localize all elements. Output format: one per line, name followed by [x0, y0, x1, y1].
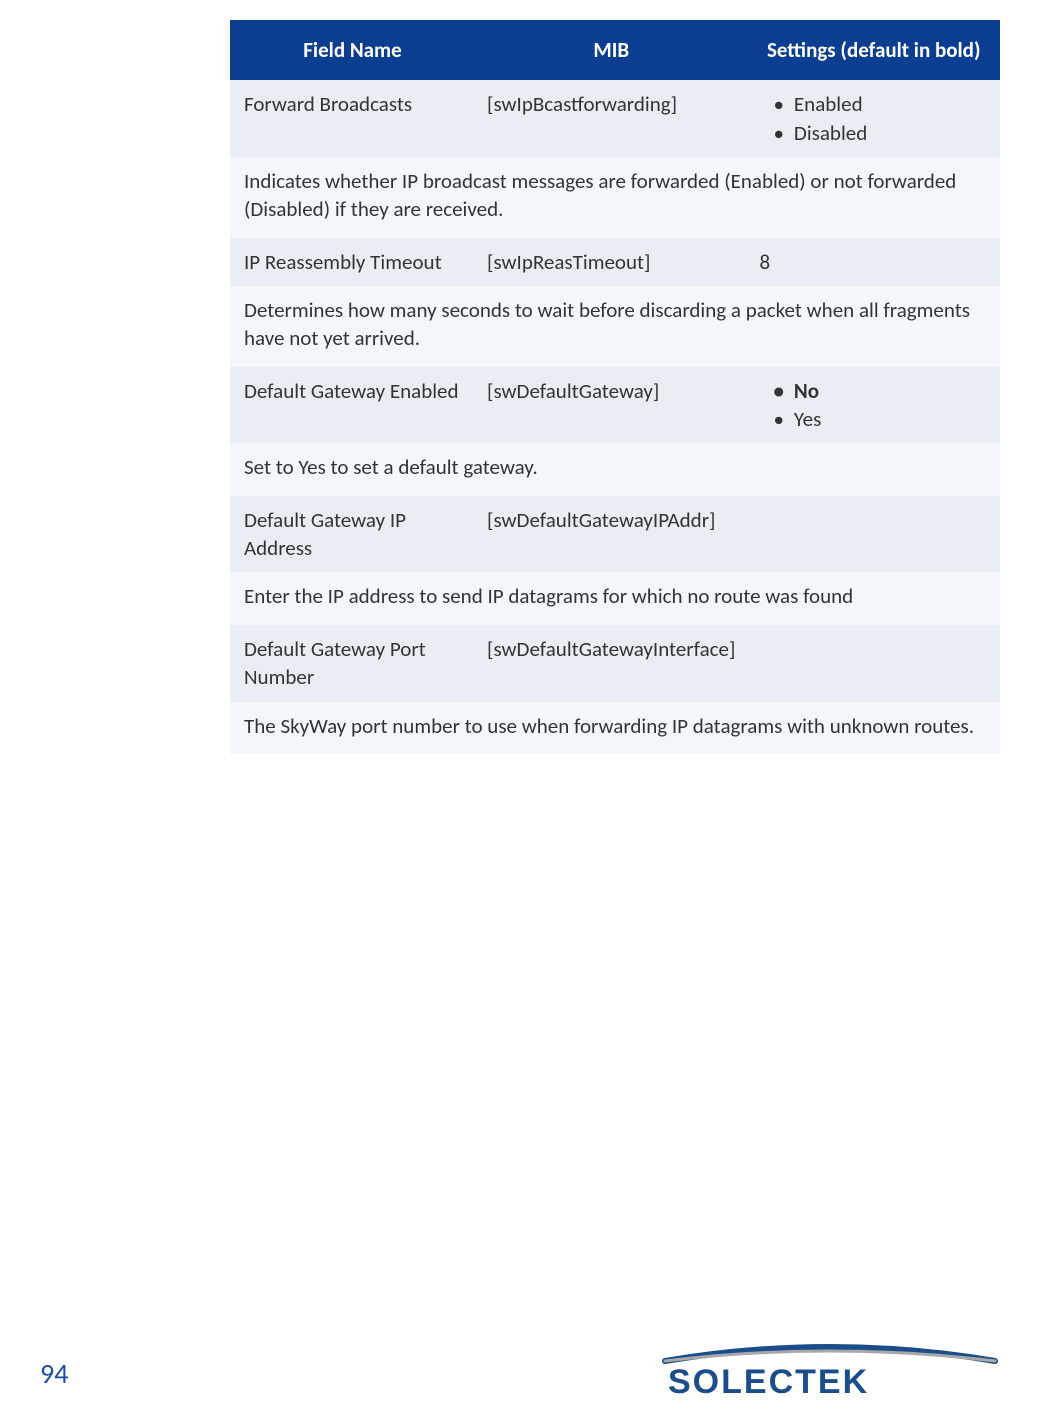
settings-option-list: NoYes [759, 377, 988, 434]
settings-option: Disabled [773, 119, 988, 147]
cell-description: Determines how many seconds to wait befo… [230, 286, 1000, 367]
page-number: 94 [40, 1356, 68, 1391]
cell-settings [747, 625, 1000, 702]
svg-text:SOLECTEK: SOLECTEK [668, 1363, 869, 1399]
cell-settings: NoYes [747, 367, 1000, 444]
cell-mib: [swIpReasTimeout] [475, 238, 747, 286]
cell-settings: EnabledDisabled [747, 80, 1000, 157]
solectek-logo: SOLECTEK [660, 1341, 1000, 1399]
table-row: Default Gateway Enabled[swDefaultGateway… [230, 367, 1000, 444]
header-field-name: Field Name [230, 20, 475, 80]
cell-settings [747, 496, 1000, 573]
table-description-row: Set to Yes to set a default gateway. [230, 443, 1000, 495]
cell-field-name: Default Gateway IP Address [230, 496, 475, 573]
table-description-row: Enter the IP address to send IP datagram… [230, 572, 1000, 624]
settings-option: Yes [773, 405, 988, 433]
cell-field-name: Default Gateway Port Number [230, 625, 475, 702]
cell-field-name: Default Gateway Enabled [230, 367, 475, 444]
page-content: Field Name MIB Settings (default in bold… [0, 0, 1050, 754]
table-row: Forward Broadcasts[swIpBcastforwarding]E… [230, 80, 1000, 157]
cell-field-name: IP Reassembly Timeout [230, 238, 475, 286]
header-mib: MIB [475, 20, 747, 80]
cell-mib: [swDefaultGatewayInterface] [475, 625, 747, 702]
settings-option: Enabled [773, 90, 988, 118]
cell-description: Enter the IP address to send IP datagram… [230, 572, 1000, 624]
cell-mib: [swIpBcastforwarding] [475, 80, 747, 157]
table-header-row: Field Name MIB Settings (default in bold… [230, 20, 1000, 80]
table-row: IP Reassembly Timeout[swIpReasTimeout]8 [230, 238, 1000, 286]
table-row: Default Gateway IP Address[swDefaultGate… [230, 496, 1000, 573]
cell-description: Set to Yes to set a default gateway. [230, 443, 1000, 495]
cell-description: The SkyWay port number to use when forwa… [230, 702, 1000, 754]
table-row: Default Gateway Port Number[swDefaultGat… [230, 625, 1000, 702]
header-settings: Settings (default in bold) [747, 20, 1000, 80]
table-body: Forward Broadcasts[swIpBcastforwarding]E… [230, 80, 1000, 754]
config-table: Field Name MIB Settings (default in bold… [230, 20, 1000, 754]
cell-mib: [swDefaultGatewayIPAddr] [475, 496, 747, 573]
cell-description: Indicates whether IP broadcast messages … [230, 157, 1000, 238]
cell-mib: [swDefaultGateway] [475, 367, 747, 444]
table-description-row: The SkyWay port number to use when forwa… [230, 702, 1000, 754]
table-description-row: Indicates whether IP broadcast messages … [230, 157, 1000, 238]
table-description-row: Determines how many seconds to wait befo… [230, 286, 1000, 367]
cell-field-name: Forward Broadcasts [230, 80, 475, 157]
settings-option-list: EnabledDisabled [759, 90, 988, 147]
cell-settings: 8 [747, 238, 1000, 286]
settings-option: No [773, 377, 988, 405]
